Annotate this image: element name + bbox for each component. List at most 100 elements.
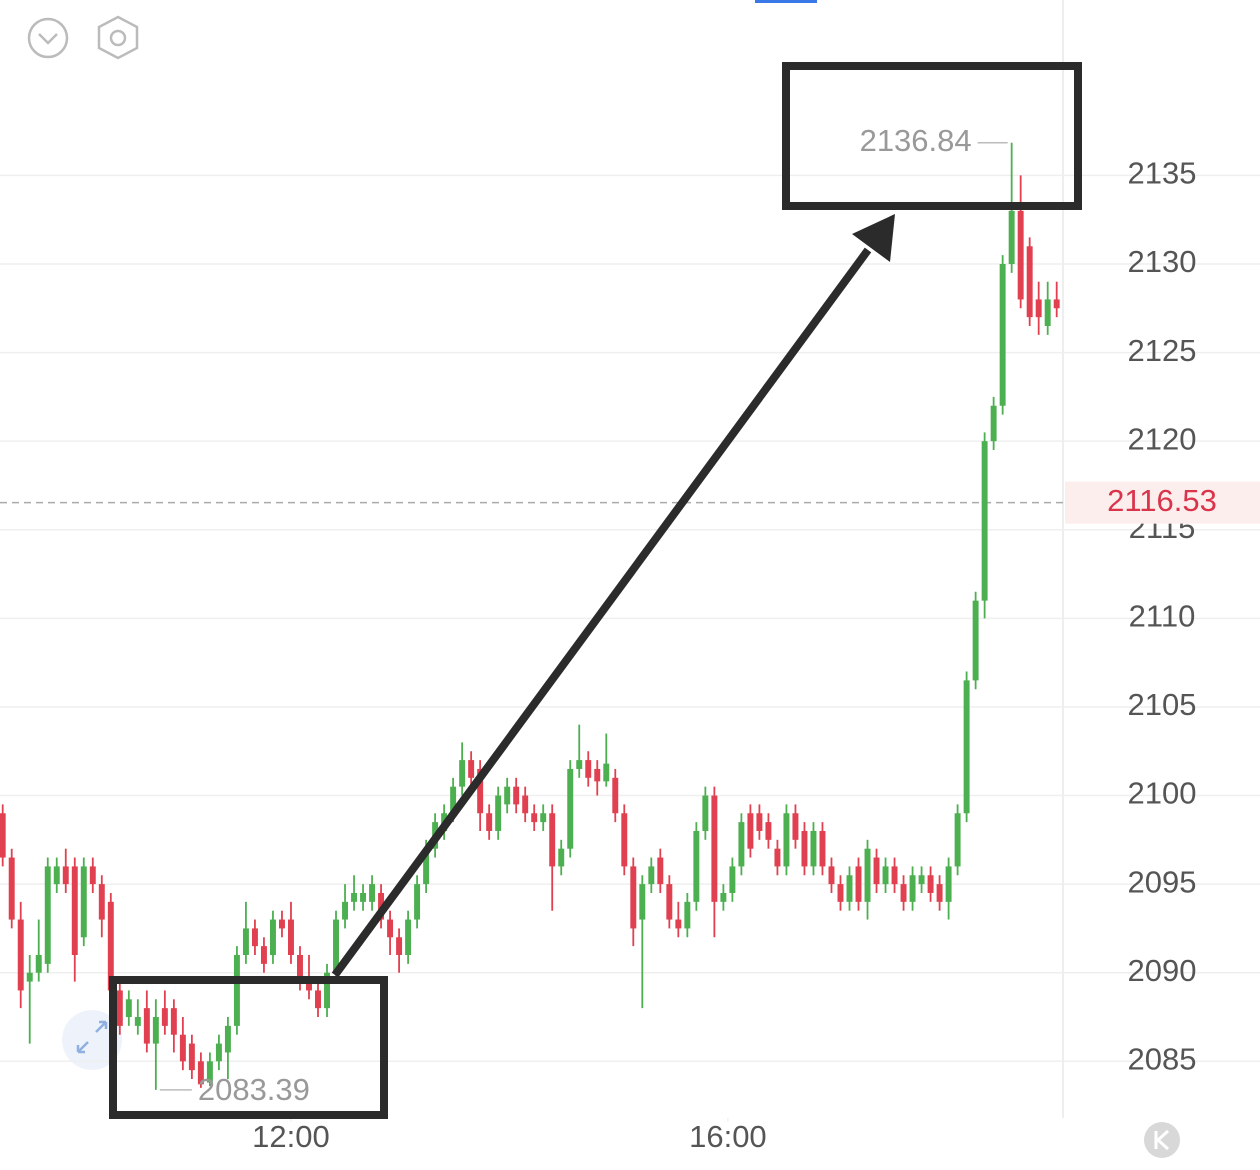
candle-body bbox=[918, 875, 925, 885]
candle-body bbox=[17, 919, 24, 991]
candle-body bbox=[179, 1034, 186, 1062]
candle-body bbox=[549, 813, 556, 867]
candle-body bbox=[143, 1008, 150, 1044]
k-button[interactable] bbox=[1144, 1122, 1180, 1158]
candle-body bbox=[1026, 246, 1033, 318]
settings-hexagon[interactable] bbox=[97, 15, 139, 60]
candle-body bbox=[837, 884, 844, 902]
y-tick-label: 2105 bbox=[1128, 687, 1197, 722]
max-label: 2136.84 bbox=[860, 123, 972, 158]
candle-body bbox=[954, 813, 961, 867]
candle-body bbox=[846, 875, 853, 902]
candle-body bbox=[98, 884, 105, 920]
candle-body bbox=[900, 884, 907, 902]
candle-body bbox=[720, 892, 727, 902]
candle-body bbox=[819, 830, 826, 867]
dropdown-circle[interactable] bbox=[27, 17, 69, 59]
candle-body bbox=[963, 680, 970, 814]
candle-body bbox=[981, 441, 988, 601]
candle-body bbox=[693, 830, 700, 902]
candle-body bbox=[495, 795, 502, 831]
candle-body bbox=[990, 405, 997, 442]
candle-body bbox=[909, 875, 916, 902]
candle-body bbox=[360, 892, 367, 902]
dropdown-chevron[interactable] bbox=[38, 33, 58, 45]
x-tick-label: 12:00 bbox=[252, 1119, 330, 1154]
dropdown-button[interactable] bbox=[27, 17, 69, 59]
candle-body bbox=[414, 884, 421, 920]
candle-body bbox=[1035, 299, 1042, 318]
candle-body bbox=[792, 813, 799, 840]
candle-body bbox=[756, 813, 763, 831]
zoom-arrows[interactable] bbox=[76, 1020, 108, 1054]
candle-body bbox=[215, 1043, 222, 1062]
candle-body bbox=[315, 990, 321, 1009]
y-tick-label: 2110 bbox=[1129, 599, 1196, 634]
candle-body bbox=[8, 857, 15, 920]
candle-body bbox=[369, 884, 376, 902]
settings-dot[interactable] bbox=[109, 29, 127, 47]
candle-body bbox=[522, 795, 529, 814]
high-highlight-box bbox=[782, 62, 1082, 210]
candle-body bbox=[450, 786, 457, 814]
current-price-label: 2116.53 bbox=[1107, 483, 1217, 518]
candle-body bbox=[774, 848, 781, 867]
x-tick-label: 16:00 bbox=[689, 1119, 767, 1154]
candle-body bbox=[801, 830, 808, 867]
k-circle[interactable] bbox=[1144, 1122, 1180, 1158]
candle-body bbox=[657, 857, 664, 885]
candle-body bbox=[459, 760, 466, 787]
candle-body bbox=[324, 972, 330, 1009]
candle-body bbox=[540, 813, 547, 823]
candle-body bbox=[89, 866, 96, 885]
candle-body bbox=[999, 263, 1006, 406]
candle-body bbox=[828, 866, 835, 885]
candle-body bbox=[1053, 299, 1060, 309]
candle-body bbox=[567, 768, 574, 849]
candle-body bbox=[288, 919, 294, 955]
annotation-overlay bbox=[109, 62, 1082, 1119]
candle-body bbox=[278, 919, 285, 929]
candle-body bbox=[1044, 299, 1051, 327]
candle-body bbox=[711, 795, 718, 902]
candle-body bbox=[342, 901, 348, 920]
candle-body bbox=[648, 866, 655, 885]
candle-body bbox=[1008, 210, 1015, 264]
candle-body bbox=[44, 866, 51, 964]
candle-body bbox=[297, 954, 303, 982]
settings-button[interactable] bbox=[97, 15, 139, 60]
candle-body bbox=[891, 866, 898, 885]
candle-body bbox=[558, 848, 565, 867]
candle-body bbox=[936, 884, 943, 902]
min-label: 2083.39 bbox=[198, 1072, 310, 1107]
candle-body bbox=[621, 813, 628, 867]
y-tick-label: 2095 bbox=[1128, 864, 1197, 899]
candle-body bbox=[197, 1061, 204, 1085]
candle-body bbox=[351, 892, 358, 902]
candle-body bbox=[855, 866, 862, 902]
candle-body bbox=[972, 600, 979, 681]
candle-body bbox=[107, 901, 114, 991]
candle-body bbox=[927, 875, 934, 893]
candle-body bbox=[585, 760, 592, 778]
candle-body bbox=[80, 866, 87, 938]
candle-body bbox=[864, 848, 871, 902]
trend-arrow-line bbox=[331, 247, 872, 978]
candle-body bbox=[161, 1008, 168, 1026]
candle-body bbox=[882, 866, 889, 885]
current-price-badge bbox=[1065, 481, 1260, 524]
candle-body bbox=[747, 813, 754, 849]
y-tick-label: 2100 bbox=[1128, 776, 1197, 811]
candle-body bbox=[576, 760, 583, 769]
candle-body bbox=[188, 1043, 195, 1071]
candle-body bbox=[0, 813, 6, 858]
zoom-button[interactable] bbox=[62, 1010, 122, 1070]
low-highlight-box bbox=[109, 976, 388, 1119]
candle-body bbox=[738, 822, 745, 867]
k-glyph[interactable] bbox=[1154, 1129, 1170, 1151]
candle-body bbox=[810, 830, 817, 867]
candle-body bbox=[423, 848, 430, 885]
candle-body bbox=[684, 901, 691, 929]
candle-body bbox=[125, 999, 132, 1018]
